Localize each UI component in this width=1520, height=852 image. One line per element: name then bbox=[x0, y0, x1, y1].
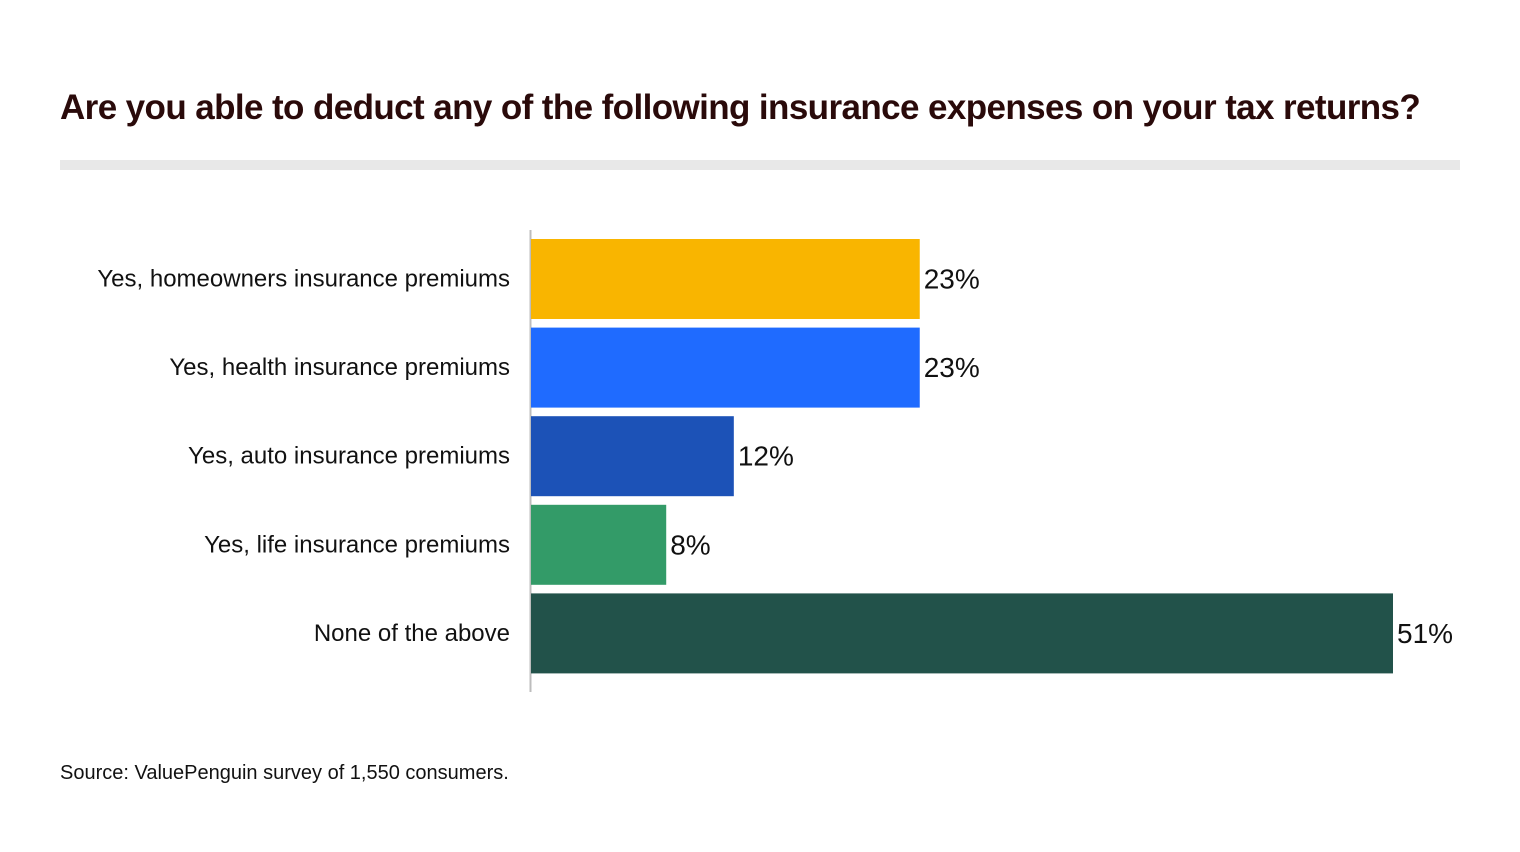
source-note: Source: ValuePenguin survey of 1,550 con… bbox=[60, 762, 509, 784]
value-label: 8% bbox=[670, 529, 710, 560]
category-label: Yes, health insurance premiums bbox=[169, 354, 510, 381]
bar bbox=[531, 416, 734, 497]
title-divider bbox=[60, 160, 1460, 170]
bar bbox=[531, 593, 1393, 674]
category-label: Yes, auto insurance premiums bbox=[188, 443, 510, 470]
bar bbox=[531, 239, 920, 319]
category-label: None of the above bbox=[314, 620, 510, 647]
bar bbox=[531, 327, 920, 408]
chart-title: Are you able to deduct any of the follow… bbox=[60, 88, 1421, 127]
value-label: 12% bbox=[738, 441, 794, 472]
value-label: 23% bbox=[924, 264, 980, 295]
bar bbox=[531, 504, 667, 585]
value-label: 23% bbox=[924, 352, 980, 383]
value-label: 51% bbox=[1397, 618, 1453, 649]
category-label: Yes, homeowners insurance premiums bbox=[97, 266, 510, 293]
category-label: Yes, life insurance premiums bbox=[204, 531, 510, 558]
